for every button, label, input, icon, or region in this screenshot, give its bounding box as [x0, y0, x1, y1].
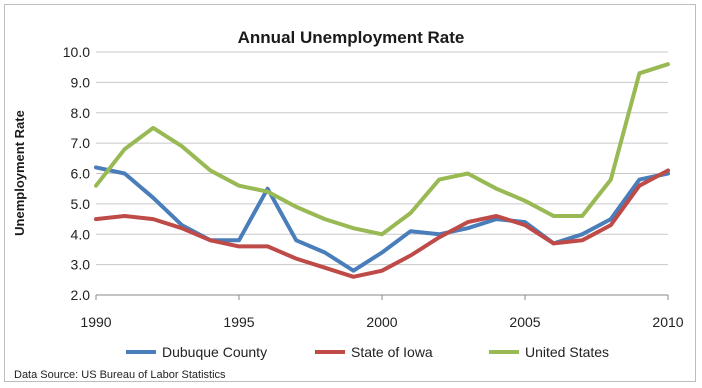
gridlines	[96, 51, 668, 296]
y-tick-label: 4.0	[71, 226, 91, 242]
series-lines	[94, 62, 670, 279]
legend-label: State of Iowa	[351, 344, 433, 360]
x-tick-label: 2010	[652, 314, 683, 330]
legend-label: Dubuque County	[162, 344, 267, 360]
y-tick-label: 8.0	[71, 105, 91, 121]
y-tick-label: 9.0	[71, 74, 91, 90]
legend: Dubuque County State of Iowa United States	[126, 344, 609, 360]
y-tick-label: 2.0	[71, 287, 91, 303]
y-tick-label: 3.0	[71, 257, 91, 273]
x-tick-label: 2005	[509, 314, 540, 330]
series-line-state-of-iowa	[94, 168, 670, 279]
x-axis-ticks: 1990 1995 2000 2005 2010	[80, 295, 684, 330]
x-tick-label: 1990	[80, 314, 111, 330]
chart-title: Annual Unemployment Rate	[238, 28, 465, 47]
data-source-note: Data Source: US Bureau of Labor Statisti…	[14, 369, 226, 381]
y-axis-ticks: 2.0 3.0 4.0 5.0 6.0 7.0 8.0 9.0 10.0	[63, 44, 90, 303]
series-line-dubuque-county	[94, 165, 670, 273]
legend-label: United States	[525, 344, 609, 360]
y-tick-label: 5.0	[71, 196, 91, 212]
y-tick-label: 10.0	[63, 44, 90, 60]
x-tick-label: 1995	[223, 314, 254, 330]
y-axis-label: Unemployment Rate	[12, 110, 27, 236]
y-tick-label: 7.0	[71, 135, 91, 151]
series-line-united-states	[94, 62, 670, 237]
chart-frame	[4, 4, 696, 382]
x-tick-label: 2000	[366, 314, 397, 330]
y-tick-label: 6.0	[71, 166, 91, 182]
